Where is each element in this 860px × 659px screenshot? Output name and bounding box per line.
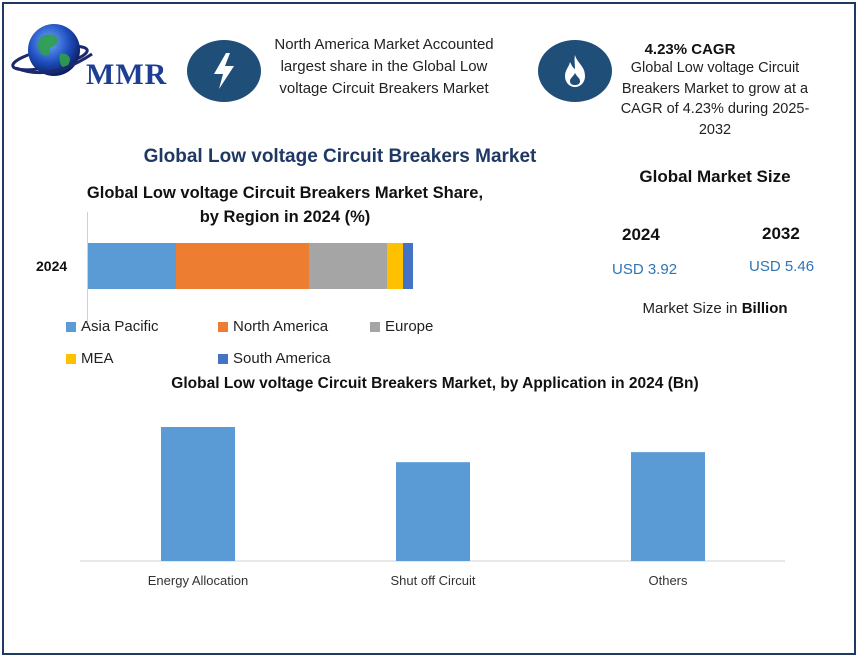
unit-note-unit: Billion — [741, 300, 788, 317]
legend-label: Europe — [385, 318, 434, 335]
bar-segment-south-america — [403, 243, 413, 289]
globe-icon — [11, 24, 93, 76]
legend-label: MEA — [81, 350, 114, 367]
tick-label: Others — [648, 573, 688, 588]
tick-label: Shut off Circuit — [390, 573, 475, 588]
legend-swatch — [218, 321, 228, 332]
bar-segment-mea — [387, 243, 404, 289]
market-size-unit-note: Market Size in Billion — [600, 300, 830, 317]
legend-swatch — [66, 321, 76, 332]
region-stacked-bar — [88, 243, 413, 289]
market-size-end-value: USD 5.46 — [749, 258, 815, 275]
year-end: 2032 — [762, 224, 800, 243]
tick-label: Energy Allocation — [148, 573, 248, 588]
legend-item-asia-pacific: Asia Pacific — [66, 318, 159, 335]
main-title: Global Low voltage Circuit Breakers Mark… — [143, 146, 537, 167]
year-start: 2024 — [622, 225, 660, 244]
market-size-title: Global Market Size — [639, 167, 791, 186]
cagr-description: Global Low voltage Circuit Breakers Mark… — [620, 60, 810, 138]
bar-energy-allocation — [161, 427, 235, 561]
unit-note-prefix: Market Size in — [642, 300, 742, 317]
legend-item-north-america: North America — [218, 318, 328, 335]
legend-label: South America — [233, 350, 331, 367]
bar-segment-north-america — [175, 243, 309, 289]
legend-swatch — [66, 353, 76, 364]
legend-item-europe: Europe — [370, 318, 433, 335]
legend-label: Asia Pacific — [81, 318, 159, 335]
bar-others — [631, 452, 705, 561]
region-chart-axis — [87, 212, 88, 322]
flame-icon — [538, 40, 612, 102]
legend-item-mea: MEA — [66, 350, 114, 367]
regional-highlight-text: North America Market Accounted largest s… — [274, 36, 494, 97]
application-chart-title: Global Low voltage Circuit Breakers Mark… — [171, 375, 699, 392]
region-chart-category-label: 2024 — [36, 258, 68, 274]
legend-swatch — [218, 353, 228, 364]
lightning-icon — [187, 40, 261, 102]
cagr-title: 4.23% CAGR — [644, 41, 736, 58]
legend-swatch — [370, 321, 380, 332]
region-chart-title: Global Low voltage Circuit Breakers Mark… — [86, 184, 484, 226]
legend-label: North America — [233, 318, 329, 335]
mmr-logo: MMR — [10, 20, 170, 92]
legend-item-south-america: South America — [218, 350, 331, 367]
bar-shut-off-circuit — [396, 462, 470, 561]
logo-text: MMR — [86, 58, 168, 91]
market-size-start-value: USD 3.92 — [612, 261, 678, 278]
bar-segment-asia-pacific — [88, 243, 176, 289]
bar-segment-europe — [309, 243, 387, 289]
region-legend: Asia Pacific North America Europe MEA So… — [66, 318, 486, 382]
